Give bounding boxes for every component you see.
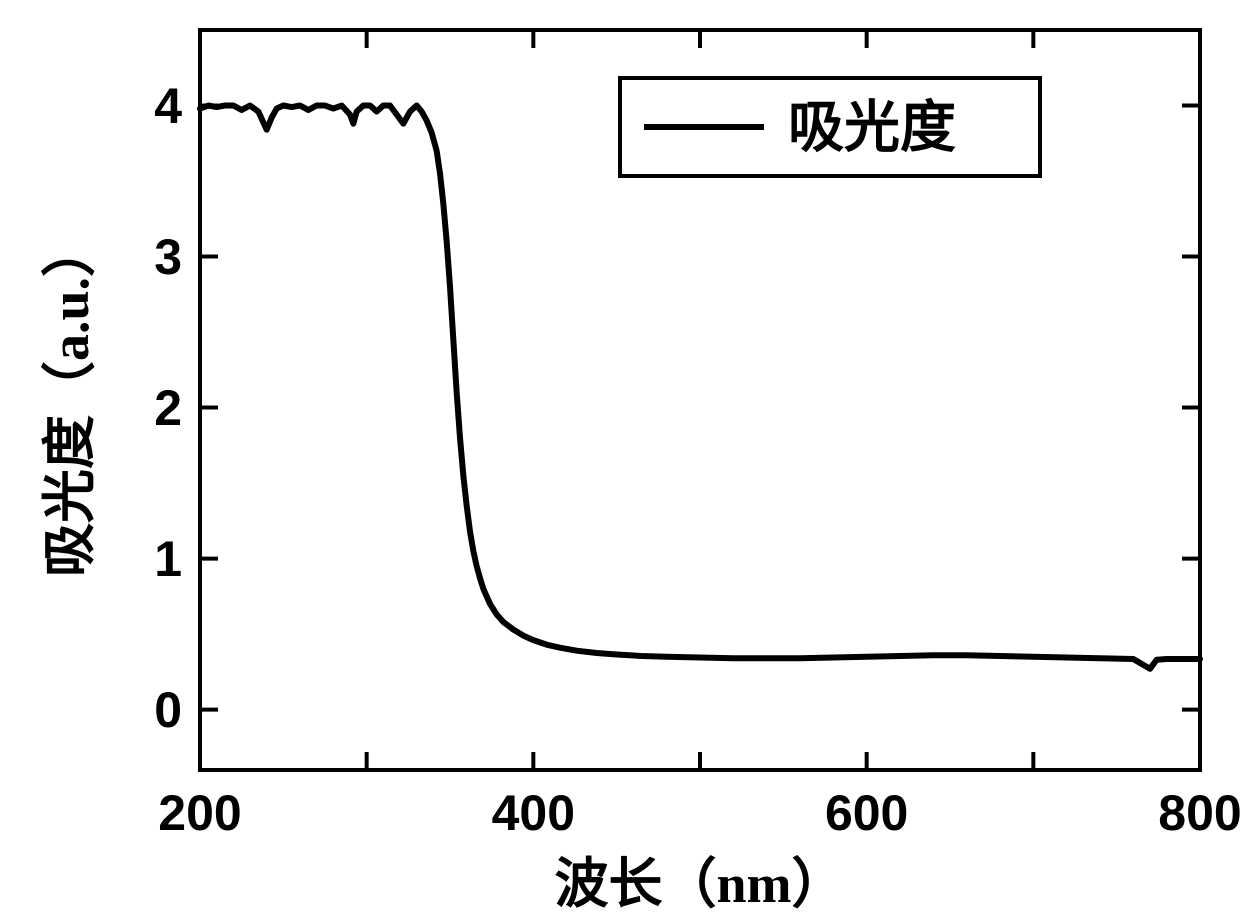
x-tick-label: 600	[825, 785, 908, 841]
y-tick-label: 1	[154, 531, 182, 587]
x-axis-label: 波长（nm）	[554, 854, 845, 914]
y-tick-label: 4	[154, 78, 182, 134]
chart-svg: 200 400 600 800 0 1 2 3 4 波长（nm） 吸光度（a.u.） 吸光度	[0, 0, 1240, 921]
absorbance-chart: 200 400 600 800 0 1 2 3 4 波长（nm） 吸光度（a.u.） 吸光度	[0, 0, 1240, 921]
y-tick-label: 0	[154, 682, 182, 738]
y-tick-label: 2	[154, 380, 182, 436]
y-axis-label: 吸光度（a.u.）	[40, 223, 100, 577]
series-line-absorbance	[200, 106, 1200, 669]
x-tick-label: 400	[492, 785, 575, 841]
legend-label: 吸光度	[788, 98, 956, 160]
x-tick-label: 800	[1158, 785, 1240, 841]
x-tick-label: 200	[158, 785, 241, 841]
y-tick-label: 3	[154, 229, 182, 285]
